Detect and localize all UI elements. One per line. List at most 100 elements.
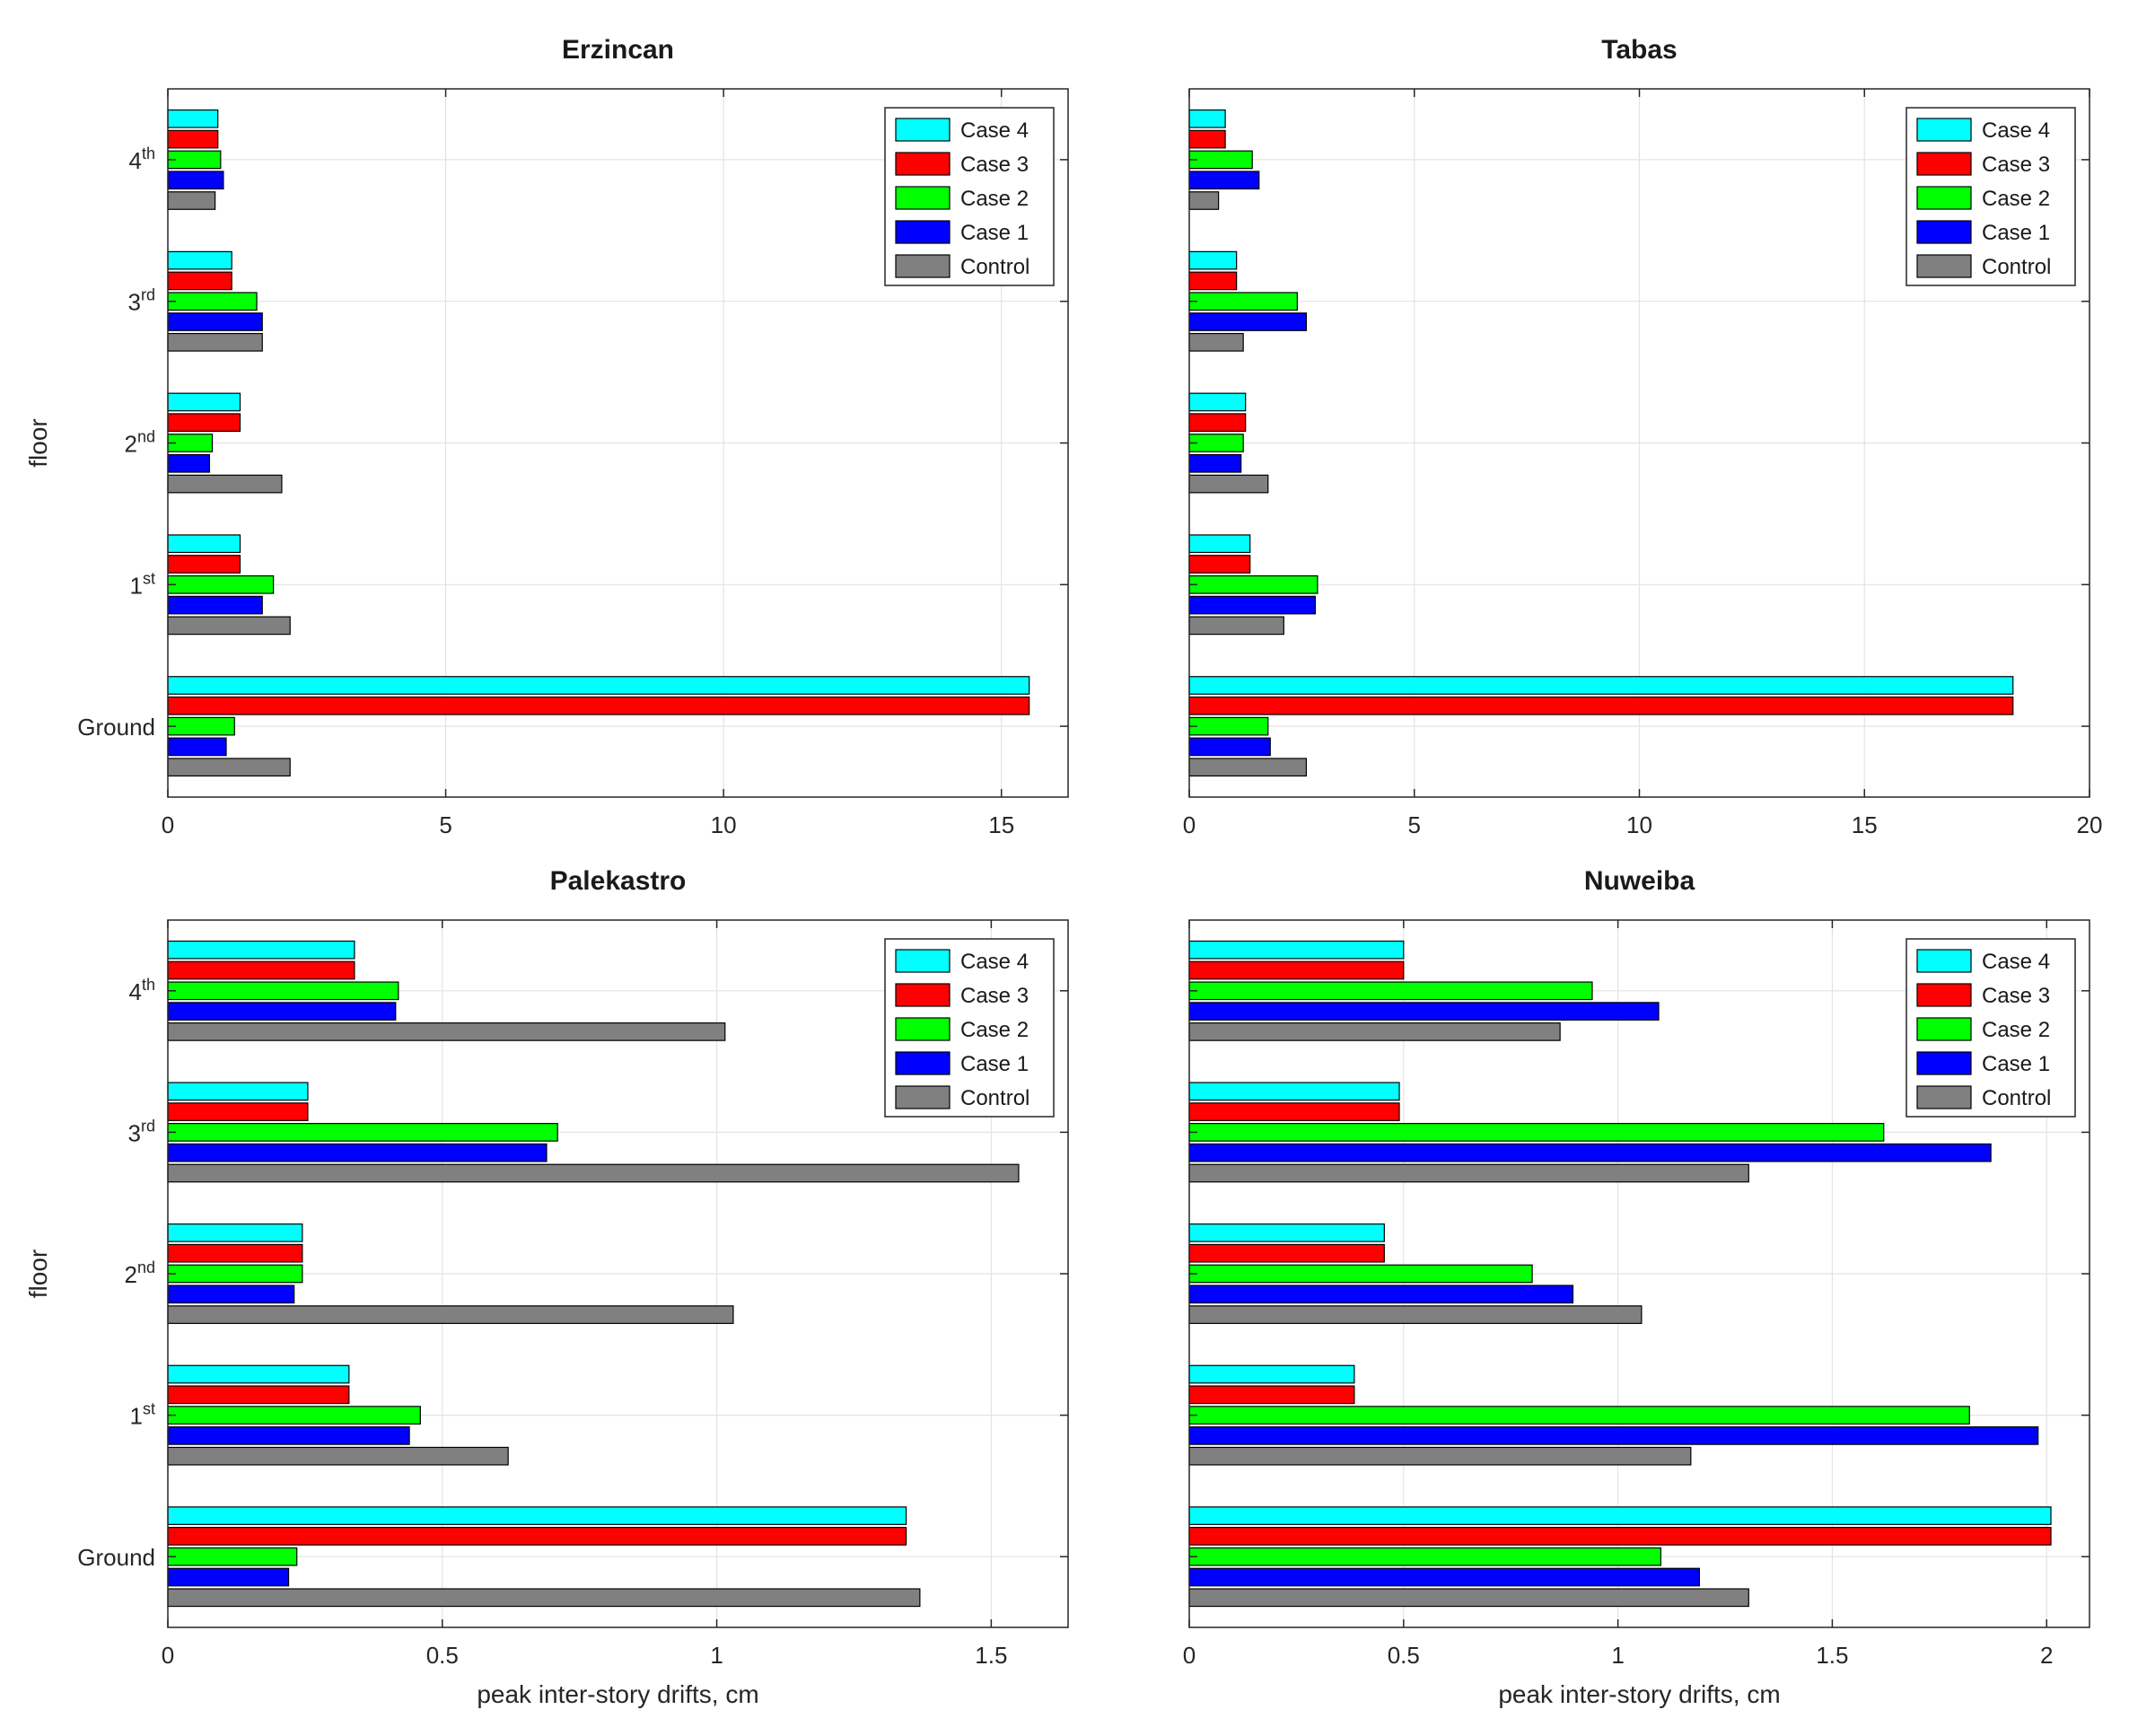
bar-case-1-3rd [1188, 312, 1307, 331]
legend-label-case-2: Case 2 [960, 187, 1029, 211]
bar-control-2nd [167, 474, 283, 494]
bar-case-3-ground [167, 1527, 907, 1546]
bar-case-4-1st [1188, 534, 1251, 554]
x-tick-label: 1.5 [1816, 1642, 1848, 1669]
bar-case-4-4th [1188, 109, 1226, 128]
x-tick-label: 5 [1408, 811, 1421, 838]
bar-case-2-2nd [1188, 434, 1244, 452]
x-axis-label: peak inter-story drifts, cm [1498, 1680, 1780, 1708]
bar-case-1-2nd [1188, 453, 1242, 473]
legend-swatch-case-4 [1916, 118, 1972, 142]
x-tick-label: 0.5 [426, 1642, 459, 1669]
bar-case-1-3rd [167, 312, 263, 331]
x-tick-label: 20 [2077, 811, 2103, 838]
legend-label-control: Control [960, 255, 1029, 279]
bar-case-4-3rd [167, 250, 232, 270]
legend-swatch-case-2 [895, 1017, 951, 1041]
bar-case-4-3rd [1188, 1082, 1400, 1101]
x-tick-label: 0 [162, 811, 174, 838]
bar-case-1-3rd [167, 1143, 548, 1162]
legend-label-case-2: Case 2 [1982, 187, 2050, 211]
legend-label-case-4: Case 4 [1982, 950, 2050, 974]
chart-title: Erzincan [562, 35, 674, 65]
bar-case-3-3rd [167, 271, 232, 291]
bar-case-2-3rd [1188, 292, 1298, 311]
bar-control-1st [1188, 1446, 1692, 1466]
bar-case-2-ground [167, 1547, 298, 1566]
legend-swatch-case-1 [1916, 220, 1972, 244]
chart-title: Palekastro [550, 866, 687, 896]
bar-case-1-2nd [1188, 1284, 1574, 1304]
x-tick-label: 0.5 [1388, 1642, 1420, 1669]
bar-control-ground [1188, 1588, 1749, 1608]
bar-case-2-ground [1188, 1547, 1661, 1566]
bar-case-2-2nd [1188, 1264, 1533, 1284]
chart-title: Tabas [1601, 35, 1677, 65]
bar-case-1-1st [1188, 595, 1317, 615]
bar-control-ground [167, 1588, 921, 1608]
legend-swatch-case-2 [895, 186, 951, 210]
bar-case-1-1st [167, 1426, 410, 1445]
x-tick-label: 10 [1626, 811, 1652, 838]
x-tick-label: 5 [439, 811, 451, 838]
panel-palekastro: 0 0.5 1 1.5 Ground 1st 2nd 3rd 4th Palekastro peak… [24, 866, 1069, 1708]
legend-swatch-control [895, 254, 951, 278]
bar-case-1-1st [1188, 1426, 2039, 1445]
x-tick-label: 15 [988, 811, 1014, 838]
bar-case-4-2nd [167, 1223, 303, 1242]
bar-case-1-ground [1188, 1567, 1700, 1587]
bar-case-3-4th [1188, 129, 1226, 149]
x-tick-label: 2 [2040, 1642, 2053, 1669]
bar-case-4-ground [1188, 676, 2014, 695]
bar-case-1-2nd [167, 1284, 295, 1304]
y-tick-label: 3rd [128, 1117, 155, 1146]
bar-control-3rd [1188, 332, 1244, 352]
legend: Case 4 Case 3 Case 2 Case 1 Control [884, 107, 1055, 286]
bar-case-1-1st [167, 595, 263, 615]
y-axis-label: floor [24, 1249, 52, 1298]
bar-control-4th [1188, 191, 1220, 210]
bar-case-2-1st [1188, 574, 1319, 594]
bar-case-2-1st [167, 1406, 421, 1425]
legend-label-control: Control [1982, 255, 2051, 279]
bar-case-3-2nd [167, 1243, 303, 1263]
bar-control-2nd [1188, 474, 1269, 494]
bar-case-4-2nd [1188, 1223, 1385, 1242]
bar-control-4th [167, 191, 216, 210]
x-tick-label: 10 [711, 811, 737, 838]
y-tick-label: Ground [77, 1544, 155, 1571]
x-tick-label: 0 [162, 1642, 174, 1669]
x-tick-label: 1 [710, 1642, 723, 1669]
legend-label-control: Control [960, 1086, 1029, 1110]
bar-case-4-4th [1188, 940, 1405, 960]
bar-control-1st [167, 616, 291, 636]
bar-case-4-1st [167, 534, 241, 554]
bar-case-4-1st [167, 1364, 350, 1384]
legend-swatch-case-2 [1916, 1017, 1972, 1041]
bar-control-3rd [1188, 1163, 1749, 1183]
bar-case-3-3rd [167, 1102, 309, 1121]
legend-label-case-4: Case 4 [960, 118, 1029, 143]
y-tick-label: 3rd [128, 286, 155, 316]
legend-label-case-3: Case 3 [960, 153, 1029, 177]
chart-title: Nuweiba [1584, 866, 1695, 896]
x-tick-label: 0 [1183, 1642, 1196, 1669]
bar-case-3-1st [167, 1385, 350, 1405]
bar-case-2-ground [167, 716, 235, 736]
y-tick-label: 1st [130, 1400, 155, 1430]
bar-case-3-3rd [1188, 1102, 1400, 1121]
bar-control-1st [167, 1446, 509, 1466]
bar-case-4-1st [1188, 1364, 1355, 1384]
bar-case-3-1st [1188, 1385, 1355, 1405]
bar-control-ground [1188, 758, 1307, 777]
bar-case-1-ground [167, 1567, 290, 1587]
bar-case-1-ground [167, 737, 227, 757]
legend-label-case-1: Case 1 [960, 1052, 1029, 1076]
legend-swatch-case-3 [1916, 983, 1972, 1007]
legend-swatch-case-4 [895, 118, 951, 142]
x-tick-label: 1 [1611, 1642, 1624, 1669]
legend: Case 4 Case 3 Case 2 Case 1 Control [884, 938, 1055, 1118]
bar-case-1-4th [167, 1002, 397, 1021]
bar-case-4-3rd [1188, 250, 1238, 270]
bar-control-3rd [167, 1163, 1020, 1183]
